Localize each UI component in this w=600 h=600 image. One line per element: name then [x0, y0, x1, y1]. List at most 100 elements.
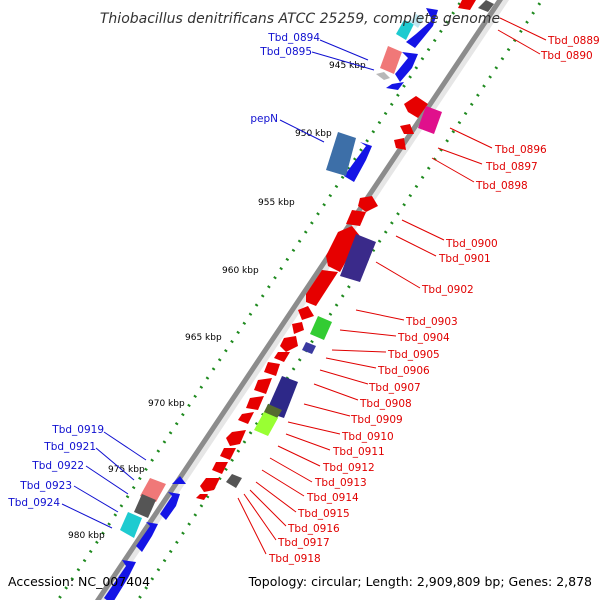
reverse-gene[interactable]: [346, 210, 366, 226]
gene-label[interactable]: Tbd_0913: [314, 477, 367, 489]
feature-block[interactable]: [340, 234, 376, 282]
gene-label[interactable]: Tbd_0908: [359, 398, 412, 410]
gene-label[interactable]: Tbd_0895: [259, 46, 312, 58]
leader-line: [95, 447, 135, 481]
gene-label[interactable]: Tbd_0896: [494, 144, 547, 156]
gene-label[interactable]: Tbd_0917: [277, 537, 330, 549]
forward-gene[interactable]: [386, 82, 404, 90]
gene-label[interactable]: Tbd_0905: [387, 349, 440, 361]
feature-block[interactable]: [120, 512, 142, 538]
leader-line: [255, 481, 297, 513]
gene-label[interactable]: Tbd_0909: [350, 414, 403, 426]
gene-label[interactable]: Tbd_0923: [19, 480, 72, 492]
gene-label[interactable]: Tbd_0902: [421, 284, 474, 296]
gene-label[interactable]: Tbd_0919: [51, 424, 104, 436]
gene-label[interactable]: Tbd_0897: [485, 161, 538, 173]
reverse-gene[interactable]: [264, 362, 280, 376]
leader-line: [61, 503, 113, 529]
forward-gene[interactable]: [172, 476, 186, 484]
leader-line: [499, 17, 547, 41]
feature-block[interactable]: [380, 46, 402, 74]
gene-label[interactable]: Tbd_0898: [475, 180, 528, 192]
reverse-gene[interactable]: [226, 430, 246, 446]
reverse-gene[interactable]: [220, 448, 236, 460]
forward-gene[interactable]: [395, 52, 418, 82]
leader-line: [319, 369, 369, 385]
gene-label[interactable]: Tbd_0912: [322, 462, 375, 474]
gene-label[interactable]: pepN: [250, 113, 278, 125]
reverse-gene[interactable]: [358, 196, 378, 212]
reverse-gene[interactable]: [458, 0, 476, 10]
reverse-gene[interactable]: [306, 270, 338, 306]
gene-label[interactable]: Tbd_0904: [397, 332, 450, 344]
gene-label[interactable]: Tbd_0921: [43, 441, 96, 453]
ruler-tick-track: [56, 0, 464, 600]
leader-line: [287, 421, 341, 435]
feature-block[interactable]: [134, 494, 156, 518]
reverse-gene[interactable]: [280, 336, 298, 352]
forward-gene[interactable]: [344, 142, 372, 182]
gene-label[interactable]: Tbd_0915: [297, 508, 350, 520]
gene-label[interactable]: Tbd_0916: [287, 523, 340, 535]
reverse-gene[interactable]: [274, 352, 290, 362]
forward-gene[interactable]: [160, 492, 180, 520]
forward-gene[interactable]: [136, 522, 158, 552]
forward-gene-labels: Tbd_0894 Tbd_0895 pepN Tbd_0919 Tbd_0921…: [7, 32, 375, 529]
feature-block[interactable]: [410, 14, 424, 28]
gene-label[interactable]: Tbd_0918: [268, 553, 321, 565]
leader-line: [331, 349, 387, 353]
reverse-gene[interactable]: [298, 306, 314, 320]
leader-line: [401, 219, 445, 241]
feature-block[interactable]: [226, 474, 242, 488]
gene-tick-track: [136, 0, 544, 600]
leader-line: [497, 29, 541, 55]
feature-block[interactable]: [396, 20, 414, 40]
reverse-gene[interactable]: [246, 396, 264, 410]
gene-label[interactable]: Tbd_0901: [438, 253, 491, 265]
gene-label[interactable]: Tbd_0924: [7, 497, 60, 509]
ruler-label: 965 kbp: [185, 333, 222, 343]
reverse-gene[interactable]: [196, 494, 208, 500]
gene-label[interactable]: Tbd_0894: [267, 32, 320, 44]
leader-line: [303, 403, 351, 417]
leader-line: [279, 119, 325, 143]
ruler-label: 970 kbp: [148, 399, 185, 409]
leader-line: [319, 39, 369, 61]
accession-text: Accession: NC_007404: [8, 574, 150, 589]
gene-label[interactable]: Tbd_0914: [306, 492, 359, 504]
forward-gene[interactable]: [406, 8, 438, 48]
reverse-gene[interactable]: [254, 378, 272, 394]
gene-label[interactable]: Tbd_0922: [31, 460, 84, 472]
forward-gene[interactable]: [104, 560, 136, 600]
ruler-label: 980 kbp: [68, 531, 105, 541]
feature-block[interactable]: [254, 412, 278, 436]
reverse-gene[interactable]: [238, 412, 254, 424]
reverse-gene[interactable]: [200, 478, 220, 492]
gene-label[interactable]: Tbd_0903: [405, 316, 458, 328]
feature-block[interactable]: [302, 342, 316, 354]
reverse-gene[interactable]: [292, 322, 304, 334]
gene-label[interactable]: Tbd_0890: [540, 50, 593, 62]
reverse-gene[interactable]: [212, 462, 228, 474]
feature-block[interactable]: [478, 0, 494, 12]
topology-text: Topology: circular; Length: 2,909,809 bp…: [248, 574, 592, 589]
gene-label[interactable]: Tbd_0911: [332, 446, 385, 458]
gene-label[interactable]: Tbd_0907: [368, 382, 421, 394]
gene-label[interactable]: Tbd_0889: [547, 35, 600, 47]
leader-line: [261, 469, 305, 497]
ruler-labels: 945 kbp 950 kbp 955 kbp 960 kbp 965 kbp …: [68, 61, 366, 541]
gene-label[interactable]: Tbd_0906: [377, 365, 430, 377]
reverse-gene[interactable]: [394, 138, 406, 150]
reverse-gene[interactable]: [404, 96, 428, 118]
ruler-label: 945 kbp: [329, 61, 366, 71]
gene-label[interactable]: Tbd_0910: [341, 431, 394, 443]
feature-block[interactable]: [376, 72, 390, 80]
feature-block[interactable]: [310, 316, 332, 340]
feature-block[interactable]: [326, 132, 356, 176]
gene-label[interactable]: Tbd_0900: [445, 238, 498, 250]
reverse-gene[interactable]: [326, 226, 360, 272]
feature-block[interactable]: [418, 106, 442, 134]
feature-blocks: [120, 0, 494, 538]
reverse-gene[interactable]: [400, 124, 414, 134]
